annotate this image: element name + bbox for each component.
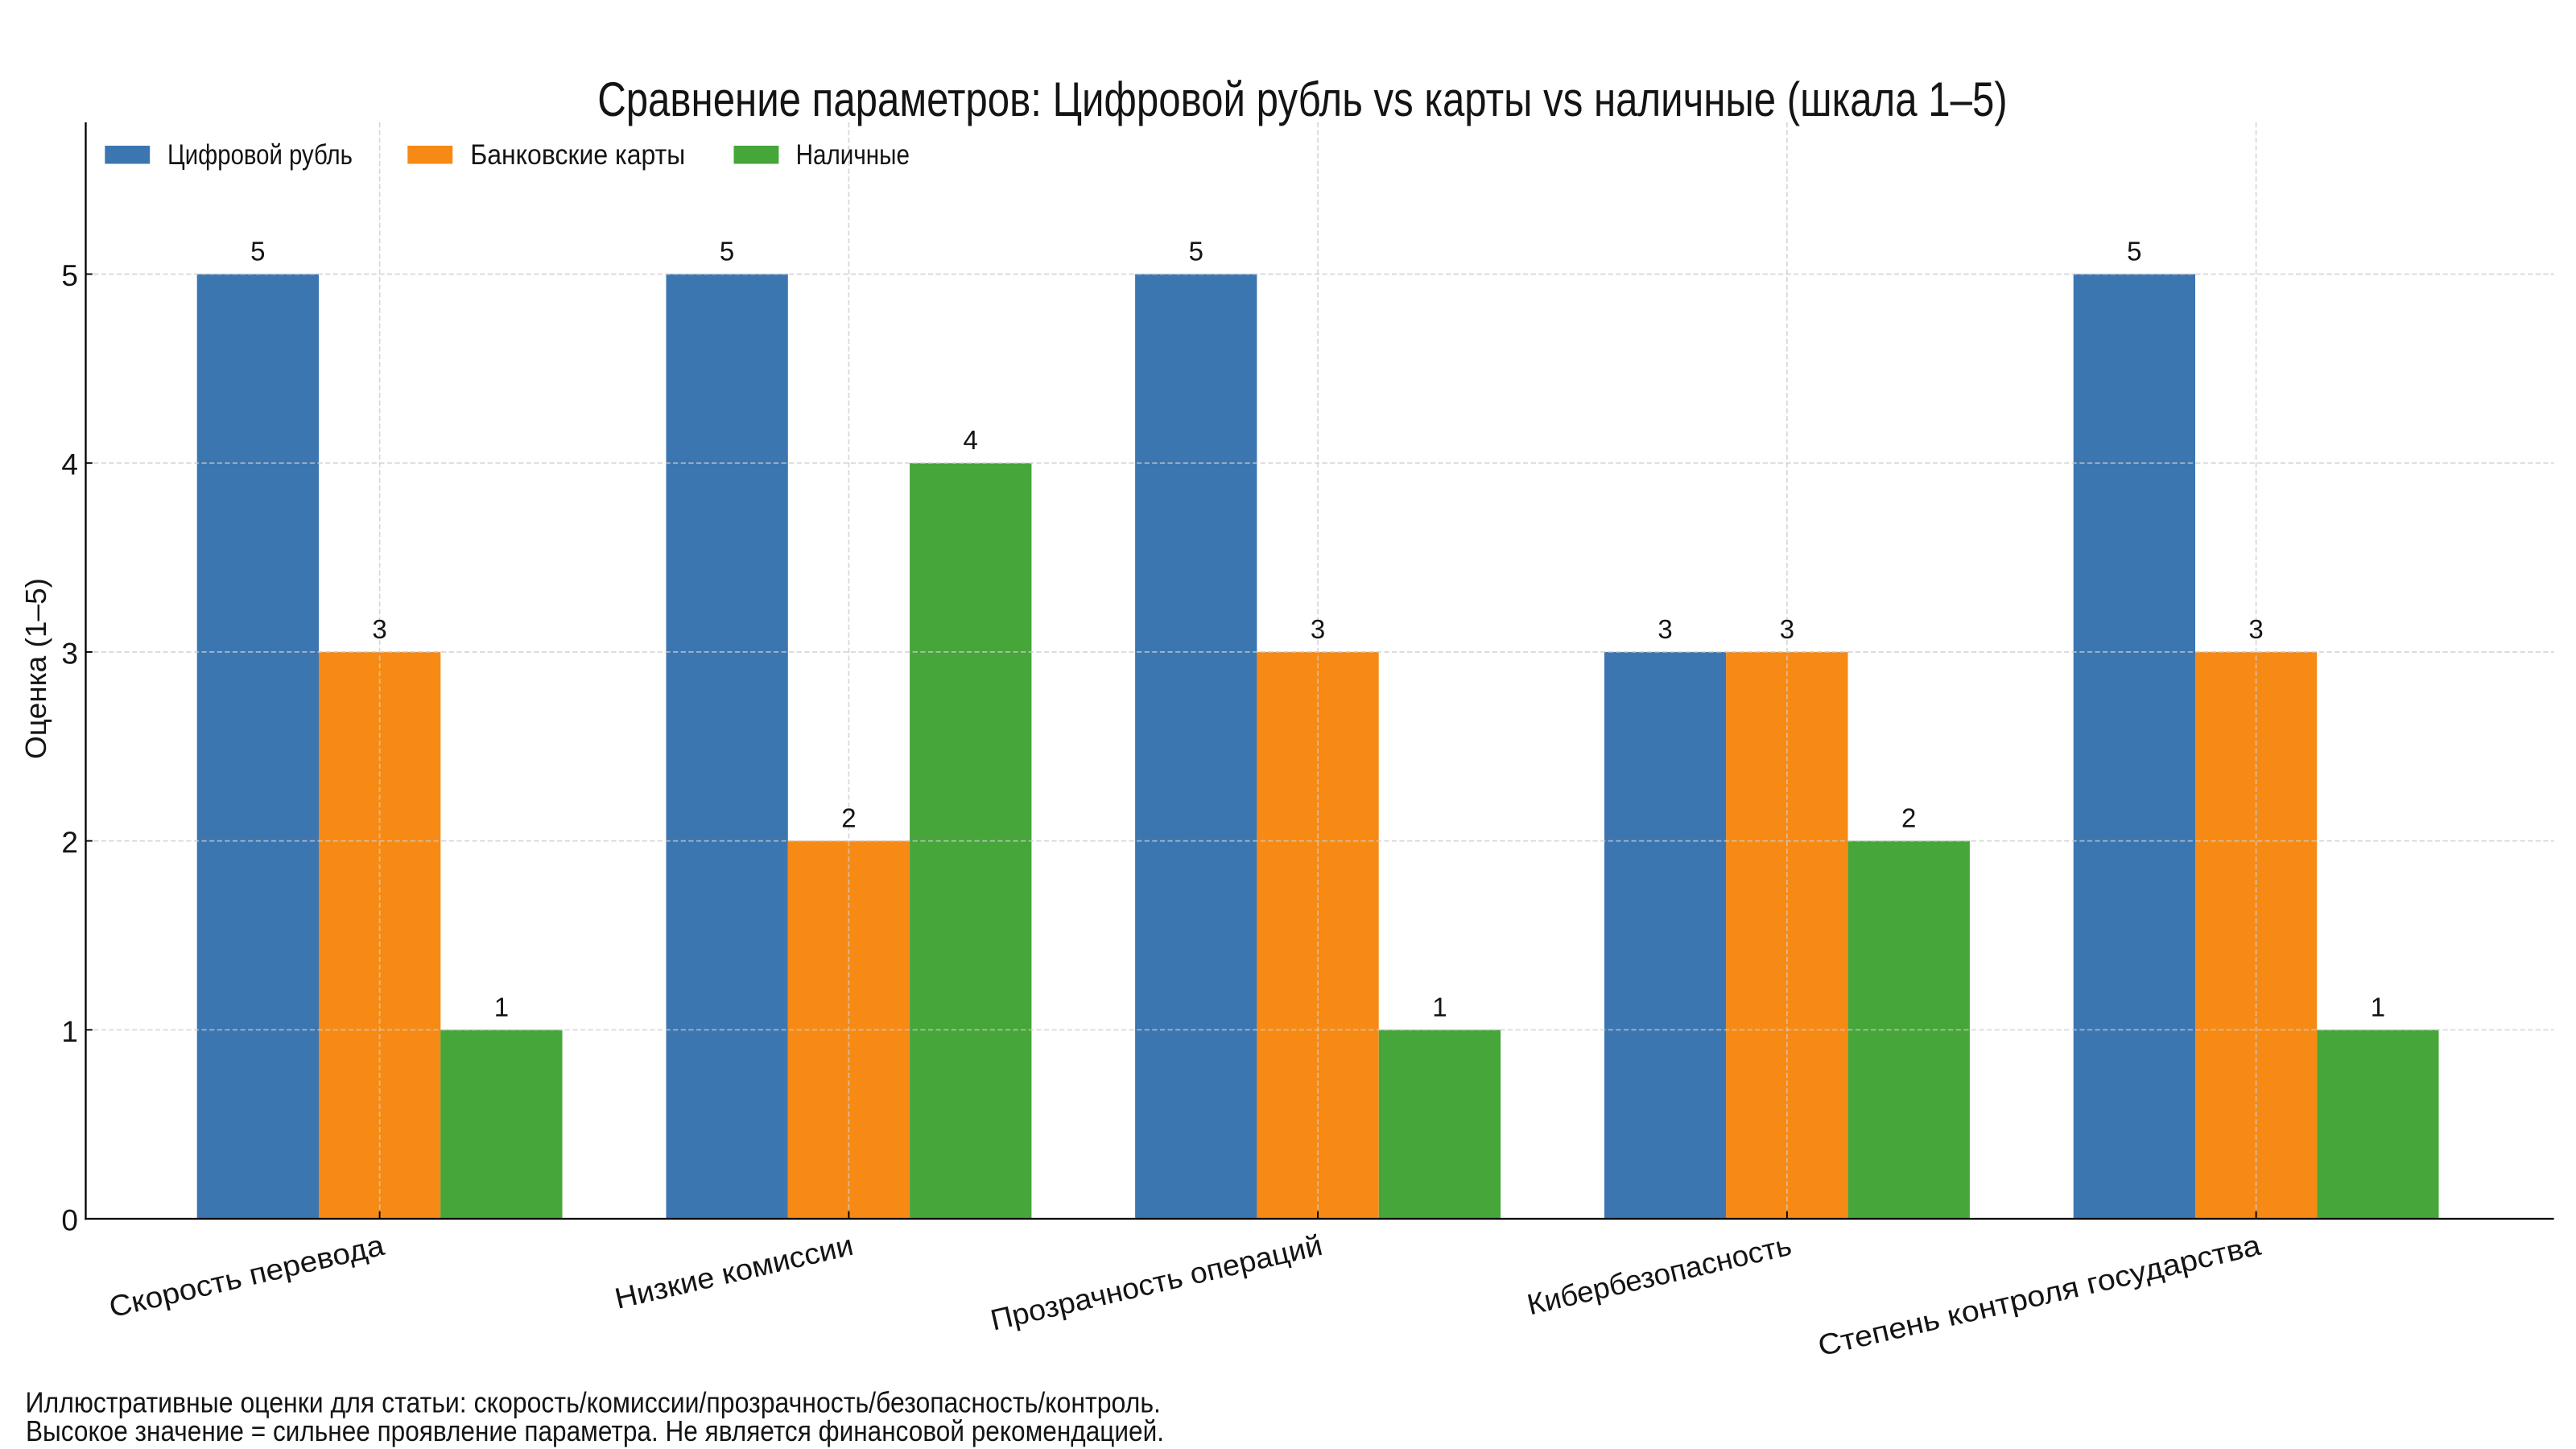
svg-text:Наличные: Наличные: [796, 138, 910, 171]
svg-text:1: 1: [2371, 992, 2385, 1022]
svg-text:3: 3: [1311, 614, 1325, 644]
svg-text:Оценка (1–5): Оценка (1–5): [19, 578, 52, 759]
svg-text:Банковские карты: Банковские карты: [470, 138, 685, 171]
svg-text:1: 1: [1432, 992, 1447, 1022]
svg-text:Сравнение параметров: Цифровой: Сравнение параметров: Цифровой рубль vs …: [597, 72, 2008, 126]
svg-text:0: 0: [61, 1204, 78, 1237]
svg-text:2: 2: [841, 803, 856, 833]
svg-text:3: 3: [1657, 614, 1672, 644]
svg-text:3: 3: [2248, 614, 2263, 644]
svg-text:Иллюстративные оценки для стат: Иллюстративные оценки для статьи: скорос…: [26, 1385, 1161, 1418]
svg-text:Цифровой рубль: Цифровой рубль: [167, 138, 353, 171]
svg-text:5: 5: [61, 259, 78, 292]
svg-text:4: 4: [61, 448, 78, 481]
svg-text:2: 2: [1901, 803, 1916, 833]
svg-text:5: 5: [2127, 237, 2141, 266]
svg-text:5: 5: [1189, 237, 1203, 266]
svg-text:3: 3: [61, 637, 78, 670]
svg-text:1: 1: [61, 1015, 78, 1048]
svg-text:5: 5: [720, 237, 734, 266]
svg-text:4: 4: [964, 425, 978, 455]
svg-text:Высокое значение = сильнее про: Высокое значение = сильнее проявление па…: [26, 1414, 1164, 1447]
svg-text:2: 2: [61, 826, 78, 859]
svg-text:5: 5: [250, 237, 265, 266]
svg-text:3: 3: [372, 614, 386, 644]
svg-text:1: 1: [494, 992, 509, 1022]
svg-text:3: 3: [1780, 614, 1794, 644]
